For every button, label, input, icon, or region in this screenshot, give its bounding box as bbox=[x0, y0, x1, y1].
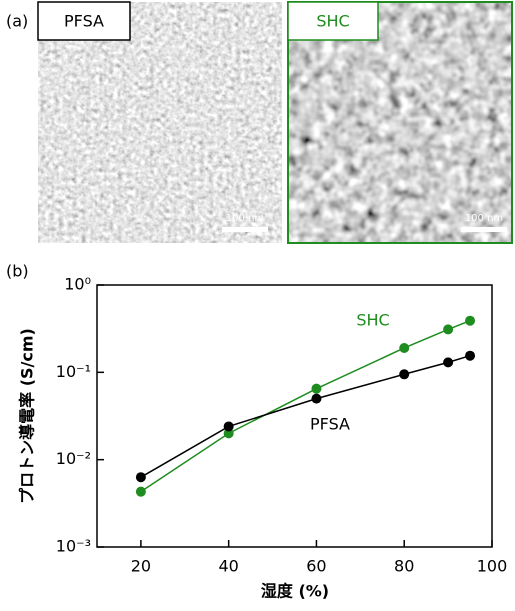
y-tick-label: 10⁻¹ bbox=[56, 362, 91, 381]
x-tick-label: 20 bbox=[131, 557, 151, 576]
y-tick-label: 10⁻² bbox=[56, 449, 91, 468]
tem-image bbox=[288, 2, 512, 243]
image-title: PFSA bbox=[64, 12, 104, 31]
y-tick-label: 10⁻³ bbox=[56, 537, 91, 556]
data-point bbox=[223, 428, 234, 439]
series-label: PFSA bbox=[310, 415, 350, 434]
scale-bar-label: 100 nm bbox=[465, 213, 503, 224]
data-point bbox=[443, 324, 454, 335]
plot-frame bbox=[96, 284, 493, 548]
panel-label: (a) bbox=[6, 12, 28, 31]
scale-bar bbox=[222, 227, 268, 232]
data-point bbox=[465, 315, 476, 326]
data-point bbox=[399, 369, 410, 380]
data-point bbox=[135, 472, 146, 483]
y-axis-label: プロトン導電率 (S/cm) bbox=[18, 328, 37, 504]
y-tick-label: 10⁰ bbox=[64, 275, 91, 294]
data-point bbox=[311, 383, 322, 394]
x-tick-label: 40 bbox=[218, 557, 238, 576]
x-tick-label: 80 bbox=[394, 557, 414, 576]
tem-image bbox=[38, 2, 282, 243]
x-tick-label: 100 bbox=[477, 557, 508, 576]
series-label: SHC bbox=[356, 311, 389, 330]
data-point bbox=[443, 357, 454, 368]
image-title-box bbox=[37, 1, 131, 41]
data-point bbox=[465, 350, 476, 361]
data-point bbox=[223, 421, 234, 432]
scale-bar bbox=[461, 227, 507, 232]
x-axis-label: 湿度 (%) bbox=[260, 582, 329, 601]
x-tick-label: 60 bbox=[306, 557, 326, 576]
data-point bbox=[311, 393, 322, 404]
image-border bbox=[287, 1, 513, 244]
image-title-box bbox=[287, 1, 379, 41]
scale-bar-label: 100 nm bbox=[226, 213, 264, 224]
image-title: SHC bbox=[316, 12, 349, 31]
panel-label: (b) bbox=[6, 262, 29, 281]
data-point bbox=[399, 342, 410, 353]
data-point bbox=[135, 486, 146, 497]
series-line bbox=[140, 320, 471, 493]
